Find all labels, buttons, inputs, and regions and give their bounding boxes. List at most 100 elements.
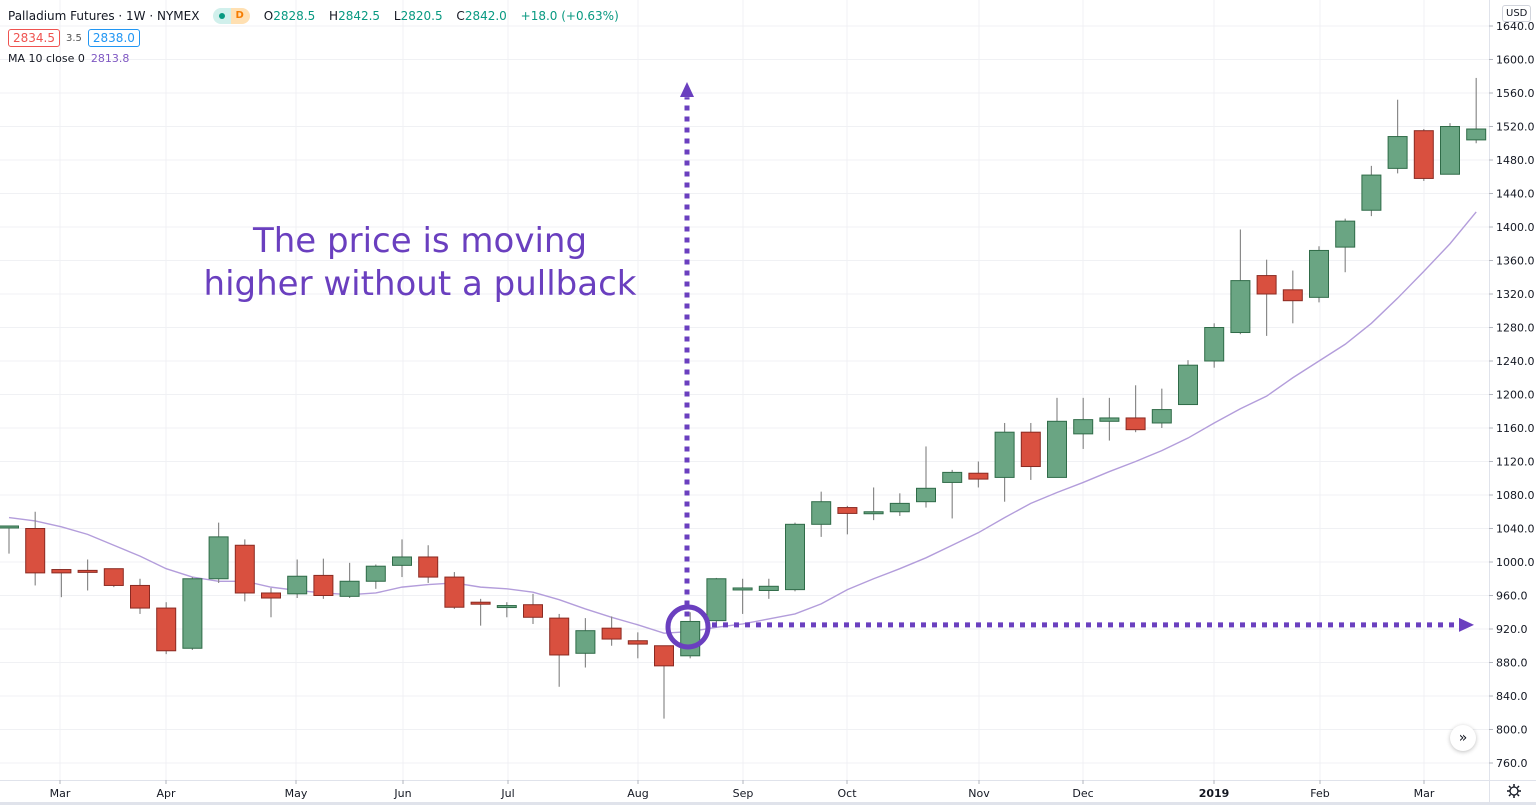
price-axis[interactable]: 760.0 800.0 840.0 880.0 920.0 960.0 1000.0 1040… bbox=[1489, 20, 1535, 770]
sell-price-button[interactable]: 2834.5 bbox=[8, 29, 60, 47]
candle[interactable] bbox=[444, 572, 465, 609]
candle[interactable] bbox=[1440, 123, 1460, 175]
candle[interactable] bbox=[706, 577, 727, 625]
candle[interactable] bbox=[392, 539, 412, 578]
candle[interactable] bbox=[732, 578, 753, 614]
candle[interactable] bbox=[339, 562, 360, 599]
time-tick-label: Jun bbox=[393, 787, 411, 800]
candle[interactable] bbox=[575, 618, 596, 668]
candle[interactable] bbox=[1151, 388, 1172, 428]
price-tick-label: 1280.0 bbox=[1496, 322, 1535, 335]
price-tick-label: 1080.0 bbox=[1496, 489, 1535, 502]
candle[interactable] bbox=[627, 632, 648, 659]
candle[interactable] bbox=[758, 578, 779, 599]
low-value: 2820.5 bbox=[400, 9, 443, 23]
price-tick-label: 920.0 bbox=[1496, 623, 1528, 636]
candle[interactable] bbox=[1099, 397, 1120, 441]
price-tick-label: 840.0 bbox=[1496, 690, 1528, 703]
candle[interactable] bbox=[261, 587, 281, 618]
candle[interactable] bbox=[182, 577, 203, 650]
symbol-title[interactable]: Palladium Futures · 1W · NYMEX bbox=[8, 9, 200, 23]
close-value: 2842.0 bbox=[464, 9, 507, 23]
price-tick-label: 1160.0 bbox=[1496, 422, 1535, 435]
indicator-label[interactable]: MA 10 close 0 bbox=[8, 51, 85, 65]
candle[interactable] bbox=[1256, 259, 1277, 336]
candle[interactable] bbox=[811, 491, 832, 537]
price-tick-label: 1240.0 bbox=[1496, 355, 1535, 368]
highlight-circle[interactable] bbox=[665, 604, 711, 650]
candle[interactable] bbox=[0, 525, 19, 554]
price-tick-label: 1440.0 bbox=[1496, 188, 1535, 201]
candle[interactable] bbox=[470, 598, 491, 626]
candle[interactable] bbox=[496, 602, 517, 618]
price-tick-label: 1560.0 bbox=[1496, 87, 1535, 100]
candle[interactable] bbox=[601, 616, 622, 646]
candle[interactable] bbox=[1282, 270, 1303, 324]
candle[interactable] bbox=[785, 522, 805, 592]
spread-value: 3.5 bbox=[66, 32, 82, 44]
candle[interactable] bbox=[103, 568, 124, 588]
candle[interactable] bbox=[942, 469, 963, 519]
open-value: 2828.5 bbox=[273, 9, 316, 23]
annotation-text: The price is moving higher without a pul… bbox=[170, 220, 670, 306]
candle[interactable] bbox=[549, 613, 570, 687]
price-tick-label: 1120.0 bbox=[1496, 456, 1535, 469]
candle[interactable] bbox=[889, 493, 910, 516]
candle[interactable] bbox=[863, 487, 884, 521]
chart-settings-button[interactable] bbox=[1503, 781, 1525, 801]
time-axis[interactable]: Mar Apr May Jun Jul Aug Sep Oct Nov Dec 2019 Feb Mar bbox=[50, 780, 1435, 800]
candle[interactable] bbox=[313, 558, 334, 599]
candle[interactable] bbox=[916, 446, 936, 508]
arrow-up-icon bbox=[680, 82, 694, 97]
candle[interactable] bbox=[680, 612, 701, 659]
price-tick-label: 1600.0 bbox=[1496, 54, 1535, 67]
candle[interactable] bbox=[968, 461, 989, 488]
candle[interactable] bbox=[1309, 246, 1329, 303]
time-tick-label: 2019 bbox=[1199, 787, 1230, 800]
candle[interactable] bbox=[1204, 323, 1225, 368]
market-open-dot-icon bbox=[213, 8, 232, 24]
candle[interactable] bbox=[1466, 77, 1487, 144]
candle[interactable] bbox=[77, 559, 98, 591]
candle[interactable] bbox=[1387, 99, 1408, 174]
candle[interactable] bbox=[208, 522, 229, 583]
candle[interactable] bbox=[156, 602, 177, 655]
low-label: L bbox=[393, 9, 401, 23]
candle[interactable] bbox=[1361, 165, 1382, 217]
market-status-badge[interactable]: D bbox=[213, 8, 250, 24]
annotation-drawings[interactable] bbox=[665, 82, 1474, 650]
candle[interactable] bbox=[837, 505, 858, 535]
candle[interactable] bbox=[1047, 397, 1067, 478]
price-tick-label: 1640.0 bbox=[1496, 20, 1535, 33]
candles[interactable] bbox=[0, 77, 1487, 719]
buy-price-button[interactable]: 2838.0 bbox=[87, 29, 140, 47]
candle[interactable] bbox=[1178, 360, 1198, 406]
candle[interactable] bbox=[1020, 422, 1041, 480]
bid-ask-row: 2834.5 3.5 2838.0 bbox=[8, 29, 624, 47]
candle[interactable] bbox=[234, 539, 255, 602]
annotation-line-2: higher without a pullback bbox=[203, 264, 637, 304]
candle[interactable] bbox=[51, 569, 72, 598]
candle[interactable] bbox=[1125, 385, 1146, 433]
candle[interactable] bbox=[365, 564, 386, 589]
scroll-to-realtime-button[interactable]: » bbox=[1450, 725, 1476, 751]
candle[interactable] bbox=[25, 511, 46, 586]
indicator-value: 2813.8 bbox=[90, 51, 130, 65]
candle[interactable] bbox=[1073, 397, 1094, 449]
candle[interactable] bbox=[130, 578, 150, 614]
candle[interactable] bbox=[1413, 129, 1434, 181]
indicator-row[interactable]: MA 10 close 0 2813.8 bbox=[8, 49, 624, 67]
currency-label[interactable]: USD bbox=[1502, 5, 1532, 22]
candle[interactable] bbox=[994, 422, 1015, 502]
price-tick-label: 1320.0 bbox=[1496, 288, 1535, 301]
candle[interactable] bbox=[523, 593, 543, 624]
candle[interactable] bbox=[418, 545, 439, 583]
candle[interactable] bbox=[1230, 229, 1251, 335]
candle[interactable] bbox=[287, 559, 308, 599]
time-tick-label: Oct bbox=[837, 787, 857, 800]
price-tick-label: 760.0 bbox=[1496, 757, 1528, 770]
candle[interactable] bbox=[1335, 218, 1356, 273]
candle[interactable] bbox=[654, 645, 674, 719]
